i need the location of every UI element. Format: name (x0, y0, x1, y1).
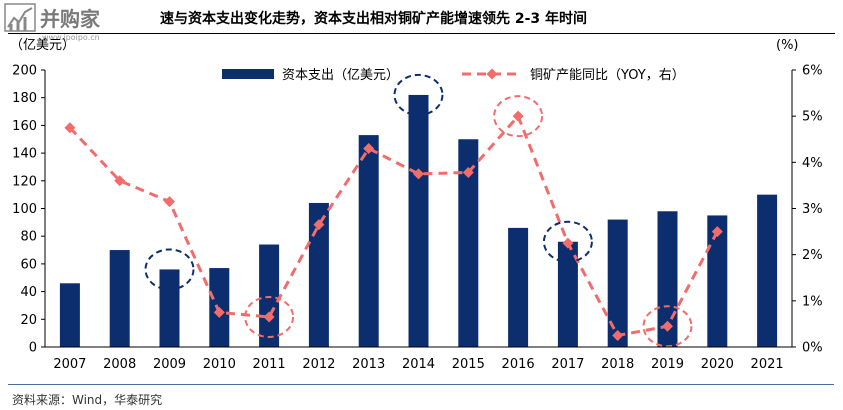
right-tick-label: 1% (802, 294, 823, 309)
left-tick-label: 160 (12, 119, 37, 134)
x-tick-label: 2011 (253, 357, 286, 372)
capex-bar (607, 219, 628, 347)
yoy-marker (462, 166, 474, 178)
capacity-yoy-line (64, 110, 723, 341)
highlight-circle (542, 220, 593, 263)
yoy-marker (612, 329, 624, 341)
x-tick-label: 2020 (701, 357, 734, 372)
legend-bar-swatch (222, 69, 274, 79)
left-tick-label: 200 (12, 64, 37, 79)
title-divider (8, 33, 835, 34)
capex-bars (59, 94, 778, 348)
x-tick-label: 2009 (153, 357, 186, 372)
highlight-circle (244, 295, 295, 338)
yoy-marker (512, 110, 524, 122)
right-tick-label: 4% (802, 156, 823, 171)
yoy-marker (413, 168, 424, 180)
x-tick-label: 2015 (452, 357, 485, 372)
right-y-axis: 0% 1% 2% 3% 4% 5% 6%(%) (776, 38, 823, 356)
watermark-logo: 并购家 www.ipoipo.cn (4, 3, 101, 42)
source-note: 资料来源：Wind，华泰研究 (12, 393, 163, 407)
yoy-marker (363, 142, 375, 154)
x-tick-label: 2013 (352, 357, 385, 372)
legend-line-label: 铜矿产能同比（YOY，右） (530, 68, 685, 83)
yoy-marker (711, 226, 723, 238)
left-tick-label: 180 (12, 91, 37, 106)
yoy-marker (64, 122, 76, 134)
x-tick-label: 2021 (751, 357, 784, 372)
capex-bar (557, 241, 578, 347)
capex-bar (757, 194, 778, 347)
capex-bar (458, 139, 479, 347)
left-tick-label: 60 (20, 257, 37, 272)
capex-bar (657, 211, 678, 347)
right-tick-label: 0% (802, 341, 823, 356)
highlight-circle (144, 248, 195, 291)
highlight-circle (393, 73, 444, 116)
right-tick-label: 3% (802, 202, 823, 217)
x-axis: 2007 2008 2009 2010 2011 2012 2013 2014 2015 2016… (45, 346, 792, 372)
x-tick-label: 2017 (551, 357, 584, 372)
left-tick-label: 20 (20, 313, 37, 328)
capex-bar (109, 250, 130, 347)
yoy-marker (213, 306, 225, 318)
left-tick-label: 140 (12, 147, 37, 162)
capex-bar (707, 215, 728, 347)
chart-title: 速与资本支出变化走势，资本支出相对铜矿产能增速领先 2-3 年时间 (160, 11, 588, 27)
yoy-marker (114, 175, 126, 187)
capex-bar (508, 227, 529, 347)
left-tick-label: 120 (12, 174, 37, 189)
capex-bar (259, 244, 280, 347)
legend-bar-label: 资本支出（亿美元） (282, 68, 399, 83)
left-tick-label: 40 (20, 285, 37, 300)
x-tick-label: 2019 (651, 357, 684, 372)
left-tick-label: 100 (12, 202, 37, 217)
yoy-marker (562, 237, 574, 249)
watermark-brand: 并购家 (40, 7, 101, 31)
right-tick-label: 5% (802, 110, 823, 125)
yoy-marker (662, 320, 673, 332)
x-tick-label: 2010 (203, 357, 236, 372)
left-axis-label: （亿美元） (10, 38, 75, 53)
source-divider (8, 384, 834, 385)
highlight-circles (144, 73, 693, 348)
right-axis-label: (%) (776, 38, 799, 53)
right-tick-label: 2% (802, 248, 823, 263)
bar-line-chart: 0 20 40 60 80 100 120 140 160 180 200 （亿美元） 0% 1% 2% 3… (10, 38, 823, 372)
x-tick-label: 2007 (53, 357, 86, 372)
chart-title-row: 速与资本支出变化走势，资本支出相对铜矿产能增速领先 2-3 年时间 (0, 0, 843, 34)
capex-bar (408, 94, 429, 348)
left-tick-label: 0 (29, 341, 37, 356)
highlight-circle (642, 305, 693, 348)
legend: 资本支出（亿美元） 铜矿产能同比（YOY，右） (222, 68, 685, 83)
x-tick-label: 2012 (302, 357, 335, 372)
legend-line-marker (486, 68, 498, 80)
yoy-marker (263, 311, 275, 323)
highlight-circle (493, 95, 544, 138)
left-y-axis: 0 20 40 60 80 100 120 140 160 180 200 （亿美元） (10, 38, 75, 356)
x-tick-label: 2008 (103, 357, 136, 372)
capex-bar (159, 269, 180, 347)
capex-bar (358, 135, 379, 347)
watermark-url: www.ipoipo.cn (42, 33, 100, 42)
capex-bar (59, 283, 80, 347)
x-tick-label: 2018 (601, 357, 634, 372)
x-tick-label: 2014 (402, 357, 435, 372)
yoy-marker (313, 219, 325, 231)
yoy-marker (164, 196, 175, 208)
left-tick-label: 80 (20, 230, 37, 245)
x-tick-label: 2016 (502, 357, 535, 372)
right-tick-label: 6% (802, 64, 823, 79)
capex-bar (308, 202, 329, 347)
